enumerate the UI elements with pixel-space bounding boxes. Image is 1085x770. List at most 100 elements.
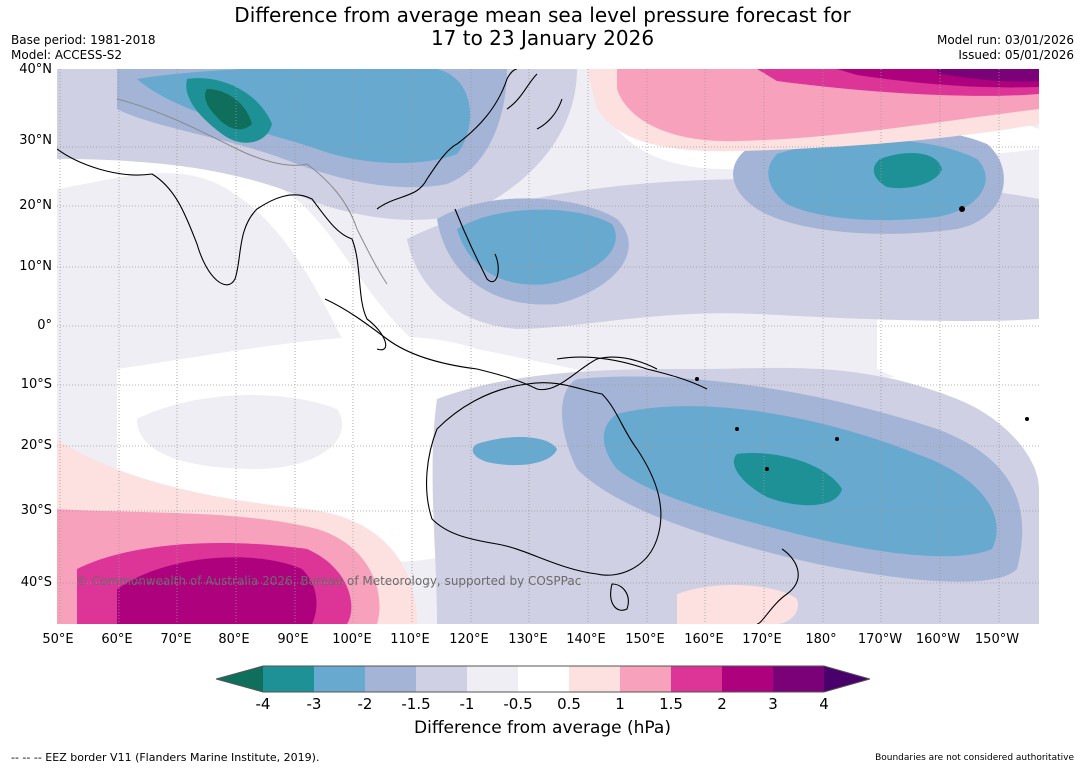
island-vanuatu [735,427,739,431]
island-tahiti [1025,417,1029,421]
colour-bar-tick: -0.5 [503,695,533,713]
lon-label: 60°E [101,632,133,647]
lon-label: 100°E [332,632,372,647]
base-period: Base period: 1981-2018 [11,33,156,47]
boundaries-disclaimer: Boundaries are not considered authoritat… [875,753,1074,763]
colour-bar-segment [722,666,773,692]
colour-bar-segment [773,666,824,692]
lat-label: 30°S [20,503,52,518]
colour-bar [214,664,872,698]
anomaly-plus2-south [117,557,317,624]
coastline-south-asia [57,148,387,351]
lon-label: 80°E [218,632,250,647]
colour-bar-tick: 4 [819,695,829,713]
country-borders [116,98,388,285]
lon-label: 140°E [566,632,606,647]
lon-label: 130°E [508,632,548,647]
pacific-islands [695,206,1029,471]
colour-bar-low-arrow [216,666,263,692]
eez-border-note: -- -- -- EEZ border V11 (Flanders Marine… [11,751,320,764]
neutral-zone-india [57,137,437,399]
lat-label: 20°S [20,438,52,453]
colour-bar-segment [467,666,518,692]
copyright-notice: © Commonwealth of Australia 2026, Bureau… [76,574,582,588]
colour-bar-segment [365,666,416,692]
map-svg [57,69,1039,624]
lat-label: 30°N [19,133,52,148]
lon-label: 150°E [625,632,665,647]
colour-bar-tick: 0.5 [557,695,581,713]
lon-label: 90°E [277,632,309,647]
gridlines [57,69,1039,624]
lat-label: 40°N [19,62,52,77]
colour-bar-segment [518,666,569,692]
lon-label: 160°W [915,632,961,647]
coastlines [57,69,799,624]
colour-bar-tick: -1.5 [401,695,431,713]
coastline-japan [506,73,563,130]
anomaly-minus05-indian [137,395,343,469]
meta-right: Model run: 03/01/2026 Issued: 05/01/2026 [937,33,1074,63]
colour-bar-segment [620,666,671,692]
coastline-indonesia [324,298,658,391]
lat-label: 10°S [20,377,52,392]
colour-bar-tick: 1.5 [659,695,683,713]
colour-bar-tick: 2 [717,695,727,713]
pressure-anomaly-map [57,69,1039,624]
colour-bar-tick: -1 [459,695,475,713]
colour-bar-tick: 3 [768,695,778,713]
colour-bar-tick: -2 [357,695,373,713]
colour-bar-tick: 1 [615,695,625,713]
model-name: Model: ACCESS-S2 [11,48,123,62]
title-line-1: Difference from average mean sea level p… [234,3,851,27]
anomaly-minus3-coral [733,453,842,506]
coastline-philippines [454,208,499,282]
lat-label: 0° [37,318,52,333]
lat-label: 10°N [19,259,52,274]
title-line-2: 17 to 23 January 2026 [430,26,655,50]
colour-bar-segment [263,666,314,692]
lon-label: 120°E [449,632,489,647]
coastline-png [556,356,708,390]
colour-bar-high-arrow [824,666,870,692]
island-new-caledonia [765,467,769,471]
colour-bar-segment [416,666,467,692]
lat-label: 20°N [19,198,52,213]
lon-label: 150°W [974,632,1020,647]
border-himalaya [116,98,308,166]
colour-bar-tick: -4 [255,695,271,713]
island-solomon [695,377,699,381]
colour-bar-tick: -3 [306,695,322,713]
border-indochina [306,163,388,285]
coastline-tasmania [610,583,629,611]
colour-bar-segment [314,666,365,692]
lon-label: 170°E [742,632,782,647]
anomaly-minus2-philippines [457,209,616,285]
lon-label: 180° [805,632,837,647]
island-fiji [835,437,839,441]
coastline-new-zealand [756,548,799,624]
anomaly-minus3-pacific [873,153,942,189]
island-hawaii [959,206,965,212]
colour-bar-label: Difference from average (hPa) [414,718,671,738]
colour-bar-svg [214,665,872,693]
lon-label: 170°W [857,632,903,647]
coastline-australia [426,382,662,576]
lat-label: 40°S [20,575,52,590]
anomaly-minus2-pacific [768,139,986,221]
anomaly-minus2-australia [472,437,557,466]
coastline-china [376,69,518,210]
meta-left: Base period: 1981-2018 Model: ACCESS-S2 [11,33,156,63]
model-run: Model run: 03/01/2026 [936,33,1074,47]
issued-date: Issued: 05/01/2026 [958,48,1074,62]
lon-label: 160°E [684,632,724,647]
colour-bar-segment [671,666,722,692]
lon-label: 50°E [42,632,74,647]
anomaly-plus3-north [937,69,1039,82]
lon-label: 70°E [160,632,192,647]
anomaly-minus4-tibet [205,89,252,130]
page-title: Difference from average mean sea level p… [0,4,1085,50]
colour-bar-segment [569,666,620,692]
neutral-zone-pacific [877,307,1039,399]
lon-label: 110°E [390,632,430,647]
